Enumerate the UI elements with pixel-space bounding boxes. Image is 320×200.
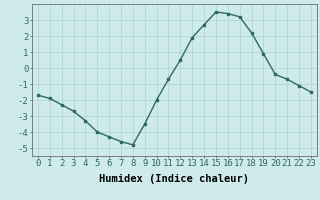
X-axis label: Humidex (Indice chaleur): Humidex (Indice chaleur) — [100, 174, 249, 184]
